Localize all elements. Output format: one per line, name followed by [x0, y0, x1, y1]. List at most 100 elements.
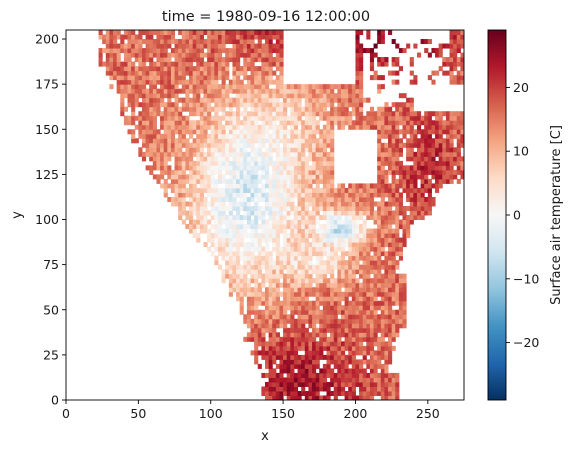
heatmap-cell — [268, 255, 273, 261]
heatmap-cell — [308, 138, 313, 144]
heatmap-cell — [105, 43, 110, 49]
heatmap-cell — [297, 255, 302, 261]
heatmap-cell — [109, 34, 114, 40]
heatmap-cell — [333, 287, 338, 293]
heatmap-cell — [134, 124, 139, 130]
heatmap-cell — [344, 97, 349, 103]
heatmap-cell — [355, 205, 360, 211]
heatmap-cell — [272, 48, 277, 54]
heatmap-cell — [228, 210, 233, 216]
heatmap-cell — [189, 79, 194, 85]
heatmap-cell — [279, 255, 284, 261]
heatmap-cell — [214, 129, 219, 135]
heatmap-cell — [167, 39, 172, 45]
heatmap-cell — [265, 354, 270, 360]
heatmap-cell — [283, 341, 288, 347]
heatmap-cell — [221, 147, 226, 153]
heatmap-cell — [442, 169, 447, 175]
heatmap-cell — [344, 305, 349, 311]
heatmap-cell — [174, 61, 179, 67]
heatmap-cell — [398, 282, 403, 288]
heatmap-cell — [178, 147, 183, 153]
heatmap-cell — [228, 228, 233, 234]
heatmap-cell — [120, 97, 125, 103]
heatmap-cell — [170, 133, 176, 139]
heatmap-cell — [297, 106, 302, 112]
heatmap-cell — [196, 52, 201, 58]
heatmap-cell — [445, 151, 451, 157]
heatmap-cell — [333, 377, 338, 383]
heatmap-cell — [210, 201, 215, 207]
heatmap-cell — [290, 296, 295, 302]
heatmap-cell — [445, 120, 451, 126]
heatmap-cell — [395, 106, 400, 112]
heatmap-cell — [301, 124, 306, 130]
heatmap-cell — [384, 255, 389, 261]
heatmap-cell — [232, 201, 237, 207]
heatmap-cell — [239, 228, 244, 234]
heatmap-cell — [185, 174, 190, 180]
heatmap-cell — [388, 282, 393, 288]
heatmap-cell — [170, 30, 176, 36]
heatmap-cell — [236, 120, 241, 126]
heatmap-cell — [395, 192, 400, 198]
heatmap-cell — [319, 309, 324, 315]
heatmap-cell — [250, 75, 255, 81]
heatmap-cell — [199, 169, 204, 175]
heatmap-cell — [275, 300, 280, 306]
heatmap-cell — [265, 57, 270, 63]
heatmap-cell — [362, 390, 367, 396]
heatmap-cell — [431, 160, 436, 166]
heatmap-cell — [460, 138, 465, 144]
heatmap-cell — [239, 255, 244, 261]
heatmap-cell — [380, 34, 385, 40]
heatmap-cell — [181, 48, 186, 54]
heatmap-cell — [236, 48, 241, 54]
heatmap-cell — [308, 390, 313, 396]
heatmap-cell — [286, 138, 291, 144]
heatmap-cell — [138, 75, 143, 81]
heatmap-cell — [297, 264, 302, 270]
heatmap-cell — [225, 61, 230, 67]
heatmap-cell — [185, 156, 190, 162]
heatmap-cell — [373, 318, 378, 324]
heatmap-cell — [286, 264, 291, 270]
heatmap-cell — [254, 255, 259, 261]
heatmap-cell — [275, 386, 280, 392]
heatmap-cell — [398, 66, 403, 72]
heatmap-cell — [257, 178, 262, 184]
heatmap-cell — [304, 97, 309, 103]
heatmap-cell — [301, 129, 306, 135]
heatmap-cell — [359, 88, 364, 94]
heatmap-cell — [210, 39, 215, 45]
heatmap-cell — [246, 196, 252, 202]
heatmap-cell — [391, 142, 396, 148]
heatmap-cell — [351, 287, 356, 293]
heatmap-cell — [239, 282, 244, 288]
heatmap-cell — [156, 48, 161, 54]
heatmap-cell — [304, 147, 309, 153]
heatmap-cell — [388, 124, 393, 130]
heatmap-cell — [203, 79, 208, 85]
heatmap-cell — [178, 43, 183, 49]
heatmap-cell — [257, 314, 262, 320]
heatmap-cell — [283, 260, 288, 266]
heatmap-cell — [395, 327, 400, 333]
heatmap-cell — [217, 242, 223, 248]
heatmap-cell — [210, 70, 215, 76]
heatmap-cell — [435, 178, 440, 184]
heatmap-cell — [297, 314, 302, 320]
heatmap-cell — [377, 219, 382, 225]
heatmap-cell — [344, 327, 349, 333]
heatmap-cell — [322, 345, 328, 351]
heatmap-cell — [217, 246, 223, 252]
heatmap-cell — [362, 233, 367, 239]
heatmap-cell — [312, 111, 317, 117]
heatmap-cell — [138, 79, 143, 85]
heatmap-cell — [160, 183, 165, 189]
heatmap-cell — [254, 341, 259, 347]
heatmap-cell — [123, 93, 129, 99]
heatmap-cell — [163, 39, 168, 45]
heatmap-cell — [388, 219, 393, 225]
heatmap-cell — [297, 120, 302, 126]
